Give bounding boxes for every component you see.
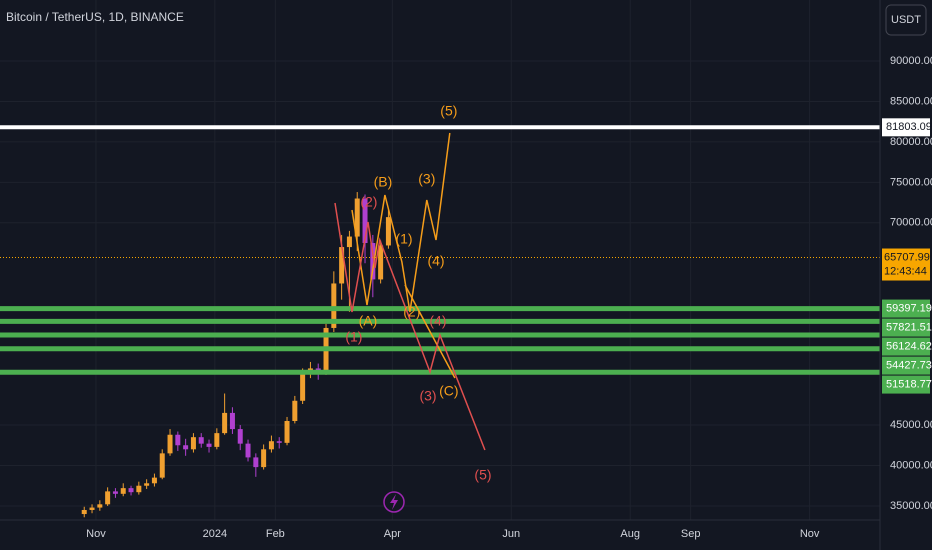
wave-label: (B) [374,174,393,190]
wave-label: (3) [418,171,435,187]
level-label: 57821.51 [886,321,932,333]
level-label: 59397.19 [886,302,932,314]
level-label-box [882,356,930,375]
level-label-box [882,375,930,394]
candle-body [167,434,173,454]
y-tick-label: 35000.00 [890,500,932,512]
candle-body [105,491,111,505]
candle-body [214,433,220,447]
candle-body [268,441,274,450]
y-tick-label: 80000.00 [890,136,932,148]
x-tick-label: Apr [384,528,401,540]
candle-body [128,488,134,493]
candle-body [97,504,103,508]
candle-body [292,400,298,421]
candle-body [339,247,345,284]
x-tick-label: Nov [800,528,820,540]
candle-body [261,449,267,468]
wave-label: (2) [360,194,377,210]
y-tick-label: 45000.00 [890,419,932,431]
last-price-box [882,248,930,281]
candle-body [300,372,306,401]
x-tick-label: 2024 [203,528,227,540]
candle-body [144,483,150,486]
level-label-box [882,118,930,137]
candle-body [112,491,118,494]
wave-path [334,202,486,451]
candle-body [159,453,165,478]
wave-label: (4) [429,313,446,329]
countdown-label: 12:43:44 [884,265,927,277]
candle-body [237,429,243,444]
y-tick-label: 90000.00 [890,55,932,67]
wave-label: (2) [403,304,420,320]
currency-label[interactable]: USDT [891,14,921,26]
x-tick-label: Aug [620,528,640,540]
level-label: 56124.62 [886,340,932,352]
event-bolt [390,494,398,510]
candle-body [315,368,321,371]
candle-body [354,198,360,237]
wave-label: (A) [359,313,378,329]
candle-body [222,412,228,434]
wave-label: (5) [440,103,457,119]
candle-body [136,485,142,493]
candle-body [370,243,376,280]
level-label: 54427.73 [886,359,932,371]
candle-body [89,507,95,510]
candle-body [120,488,126,494]
candle-body [284,420,290,443]
last-price-label: 65707.99 [884,251,930,263]
level-label: 81803.09 [886,121,932,133]
candle-body [206,443,212,447]
candle-body [331,283,337,328]
candle-body [378,245,384,280]
x-tick-label: Nov [86,528,106,540]
candle-body [190,437,196,450]
candle-body [81,509,87,515]
level-label-box [882,318,930,337]
y-tick-label: 40000.00 [890,459,932,471]
y-tick-label: 85000.00 [890,95,932,107]
candle-body [276,441,282,443]
candle-body [183,445,189,450]
chart-title: Bitcoin / TetherUS, 1D, BINANCE [6,10,184,24]
candle-body [346,236,352,248]
wave-path [404,284,456,379]
wave-label: (1) [395,231,412,247]
wave-label: (3) [419,388,436,404]
candle-body [362,198,368,244]
x-tick-label: Feb [266,528,285,540]
y-tick-label: 75000.00 [890,176,932,188]
candle-body [175,434,181,446]
level-label-box [882,337,930,356]
currency-button[interactable] [885,4,927,36]
x-tick-label: Jun [502,528,520,540]
wave-label: (4) [427,253,444,269]
level-label: 51518.77 [886,378,932,390]
x-tick-label: Sep [681,528,701,540]
wave-label: (C) [439,383,458,399]
candle-body [198,437,204,444]
candle-body [151,477,157,484]
candle-body [229,412,235,430]
level-label-box [882,299,930,318]
candle-body [253,457,259,468]
wave-label: (1) [345,329,362,345]
candle-body [245,443,251,458]
wave-label: (5) [474,467,491,483]
candle-body [385,217,391,246]
y-tick-label: 70000.00 [890,217,932,229]
